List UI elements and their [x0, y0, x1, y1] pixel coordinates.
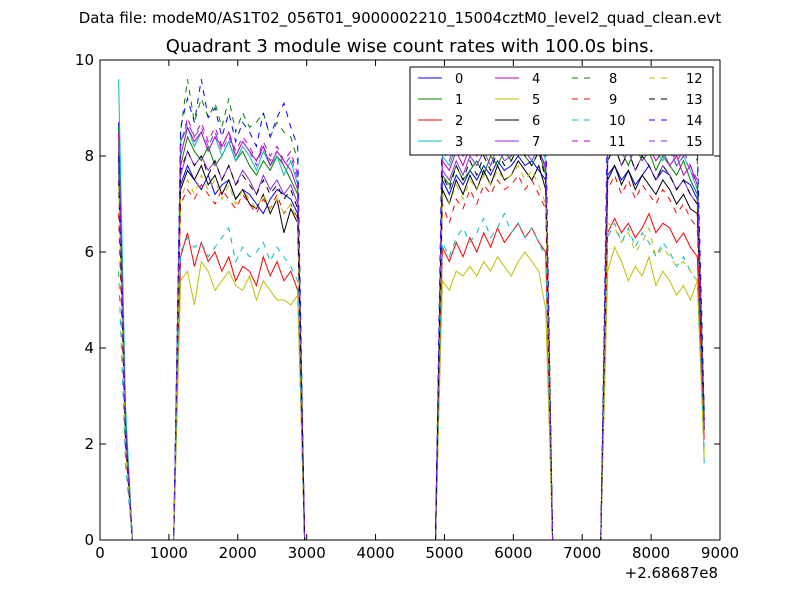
legend-label-2: 2	[455, 114, 463, 129]
y-tick-label: 0	[84, 531, 94, 549]
x-tick-label: 7000	[563, 544, 601, 562]
legend-label-5: 5	[532, 93, 540, 108]
x-tick-label: 3000	[288, 544, 326, 562]
legend-frame	[409, 66, 714, 156]
series-line-11	[118, 115, 705, 540]
x-tick-label: 6000	[494, 544, 532, 562]
x-tick-label: 4000	[356, 544, 394, 562]
legend-label-8: 8	[609, 72, 617, 87]
legend-label-10: 10	[609, 114, 626, 129]
x-tick-label: 9000	[701, 544, 739, 562]
legend-label-14: 14	[686, 114, 703, 129]
series-line-10	[118, 212, 705, 540]
x-tick-label: 8000	[632, 544, 670, 562]
chart-title: Quadrant 3 module wise count rates with …	[166, 36, 655, 57]
series-line-8	[118, 79, 705, 540]
series-line-15	[118, 121, 705, 540]
axis-ticks: 0 1000 2000 3000 4000 5000 6000 7000 8000 9000 0 2 4…	[75, 51, 739, 562]
y-tick-label: 8	[84, 147, 94, 165]
series-line-7	[118, 140, 705, 540]
legend-label-4: 4	[532, 72, 540, 87]
series-line-5	[118, 170, 705, 540]
y-tick-label: 10	[75, 51, 94, 69]
x-tick-label: 2000	[219, 544, 257, 562]
series-layer	[118, 67, 705, 540]
x-offset-label: +2.68687e8	[625, 564, 718, 582]
legend-label-7: 7	[532, 135, 540, 150]
y-tick-label: 2	[84, 435, 94, 453]
series-line-14	[118, 67, 705, 540]
legend-label-11: 11	[609, 135, 626, 150]
legend-label-1: 1	[455, 93, 463, 108]
legend-label-0: 0	[455, 72, 463, 87]
y-tick-label: 6	[84, 243, 94, 261]
y-tick-label: 4	[84, 339, 94, 357]
legend-label-3: 3	[455, 135, 463, 150]
x-tick-label: 1000	[150, 544, 188, 562]
x-tick-label: 5000	[425, 544, 463, 562]
legend-label-9: 9	[609, 93, 617, 108]
legend-label-12: 12	[686, 72, 703, 87]
legend-label-6: 6	[532, 114, 540, 129]
legend-label-15: 15	[686, 135, 703, 150]
legend-label-13: 13	[686, 93, 703, 108]
plot-frame	[99, 59, 721, 541]
x-tick-label: 0	[95, 544, 105, 562]
figure-suptitle: Data file: modeM0/AS1T02_056T01_90000022…	[79, 9, 722, 28]
